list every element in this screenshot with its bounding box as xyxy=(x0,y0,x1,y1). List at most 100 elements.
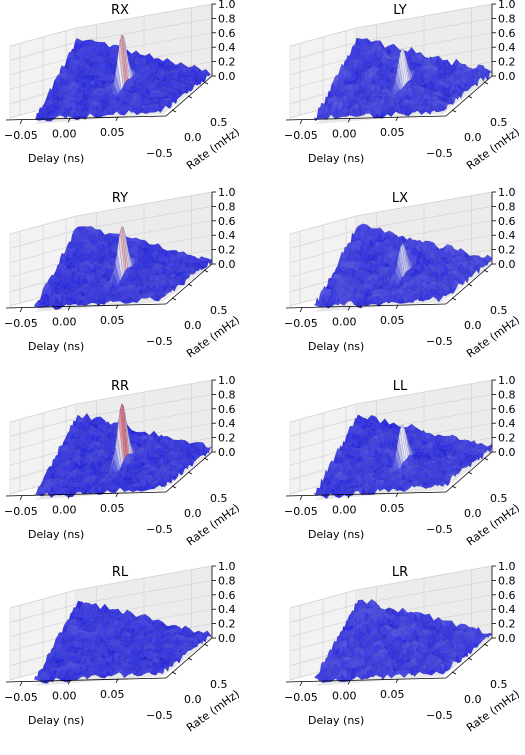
x-tick xyxy=(19,495,23,501)
y-tick-label: 0.0 xyxy=(184,319,202,332)
x-tick-label: 0.00 xyxy=(52,315,77,328)
surface xyxy=(33,226,213,311)
x-axis-label: Delay (ns) xyxy=(28,528,84,541)
z-tick-label: 0.2 xyxy=(218,432,236,445)
y-tick xyxy=(203,269,209,273)
x-tick-label: −0.05 xyxy=(284,317,318,330)
y-tick-label: 0.5 xyxy=(210,116,228,129)
y-tick-label: 0.0 xyxy=(464,319,482,332)
z-tick-label: 1.0 xyxy=(498,0,516,11)
z-tick-label: 0.0 xyxy=(218,446,236,459)
z-tick-label: 0.6 xyxy=(218,403,236,416)
x-tick-label: −0.05 xyxy=(4,317,38,330)
y-tick-label: −0.5 xyxy=(426,147,453,160)
z-tick-label: 0.4 xyxy=(218,229,236,242)
panel-RY: 0.0 0.2 0.40.6 0.81.0 −0.05 0.00 0.05 Delay (ns… xyxy=(4,186,242,360)
y-tick-label: −0.5 xyxy=(146,147,173,160)
x-tick-label: 0.00 xyxy=(52,503,77,516)
z-tick-label: 0.8 xyxy=(498,12,516,25)
y-tick xyxy=(483,81,489,85)
z-tick-label: 0.4 xyxy=(218,41,236,54)
y-tick-label: 0.5 xyxy=(210,304,228,317)
surface xyxy=(313,37,493,122)
x-tick-label: 0.05 xyxy=(380,126,405,139)
z-tick-label: 1.0 xyxy=(218,186,236,199)
x-tick xyxy=(115,116,119,121)
z-tick-label: 0.8 xyxy=(218,200,236,213)
z-tick-label: 0.4 xyxy=(498,229,516,242)
y-tick xyxy=(451,109,457,113)
chart-title: RY xyxy=(112,191,128,206)
z-tick-label: 0.6 xyxy=(218,215,236,228)
x-tick-label: −0.05 xyxy=(4,129,38,142)
x-tick-label: −0.05 xyxy=(284,129,318,142)
y-tick xyxy=(171,109,177,113)
x-axis-label: Delay (ns) xyxy=(28,152,84,165)
x-axis-label: Delay (ns) xyxy=(28,340,84,353)
surface xyxy=(33,34,213,122)
surface-facet xyxy=(158,105,165,113)
x-tick xyxy=(19,307,23,313)
y-tick xyxy=(467,95,473,99)
z-tick-label: 1.0 xyxy=(498,186,516,199)
y-tick-label: −0.5 xyxy=(146,335,173,348)
x-tick-label: 0.05 xyxy=(100,314,125,327)
z-tick-label: 0.4 xyxy=(218,417,236,430)
x-tick xyxy=(347,118,351,123)
z-tick-label: 0.0 xyxy=(498,70,516,83)
z-tick-label: 0.6 xyxy=(498,27,516,40)
z-tick-label: 0.2 xyxy=(498,56,516,69)
z-tick-label: 1.0 xyxy=(218,0,236,11)
z-tick-label: 0.6 xyxy=(498,215,516,228)
y-tick xyxy=(171,485,177,489)
x-tick xyxy=(67,118,71,123)
y-tick-label: 0.5 xyxy=(490,304,508,317)
z-tick-label: 0.0 xyxy=(498,258,516,271)
y-tick xyxy=(467,283,473,287)
surface-facet xyxy=(438,106,445,112)
z-tick-label: 0.2 xyxy=(218,56,236,69)
x-axis xyxy=(285,115,447,121)
y-tick xyxy=(187,95,193,99)
y-tick xyxy=(171,297,177,301)
z-tick-label: 0.0 xyxy=(218,70,236,83)
y-tick-label: 0.5 xyxy=(490,116,508,129)
y-tick-label: −0.5 xyxy=(146,523,173,536)
x-tick-label: 0.00 xyxy=(52,127,77,140)
y-tick xyxy=(187,283,193,287)
y-axis xyxy=(165,75,213,117)
y-tick-label: 0.0 xyxy=(184,131,202,144)
y-axis xyxy=(445,75,493,117)
x-tick-label: 0.05 xyxy=(100,502,125,515)
y-tick-label: −0.5 xyxy=(426,335,453,348)
z-tick-label: 1.0 xyxy=(218,374,236,387)
z-tick-label: 0.2 xyxy=(498,244,516,257)
z-tick-label: 0.2 xyxy=(218,244,236,257)
x-tick xyxy=(299,119,303,125)
x-tick xyxy=(299,307,303,313)
x-tick xyxy=(19,119,23,125)
x-axis-label: Delay (ns) xyxy=(308,152,364,165)
y-tick-label: 0.0 xyxy=(184,507,202,520)
x-tick-label: 0.00 xyxy=(332,127,357,140)
chart-title: RX xyxy=(111,3,129,18)
z-tick-label: 0.8 xyxy=(218,12,236,25)
y-tick xyxy=(451,297,457,301)
y-tick xyxy=(187,471,193,475)
z-tick-label: 0.8 xyxy=(218,388,236,401)
z-tick-label: 0.6 xyxy=(218,27,236,40)
chart-title: RR xyxy=(111,379,129,394)
y-tick-label: 0.5 xyxy=(210,492,228,505)
z-tick-label: 0.8 xyxy=(498,200,516,213)
y-tick xyxy=(483,269,489,273)
y-tick xyxy=(203,81,209,85)
chart-title: LY xyxy=(393,3,407,18)
chart-title: LX xyxy=(392,191,408,206)
x-tick-label: 0.00 xyxy=(332,315,357,328)
x-tick-label: 0.05 xyxy=(100,126,125,139)
